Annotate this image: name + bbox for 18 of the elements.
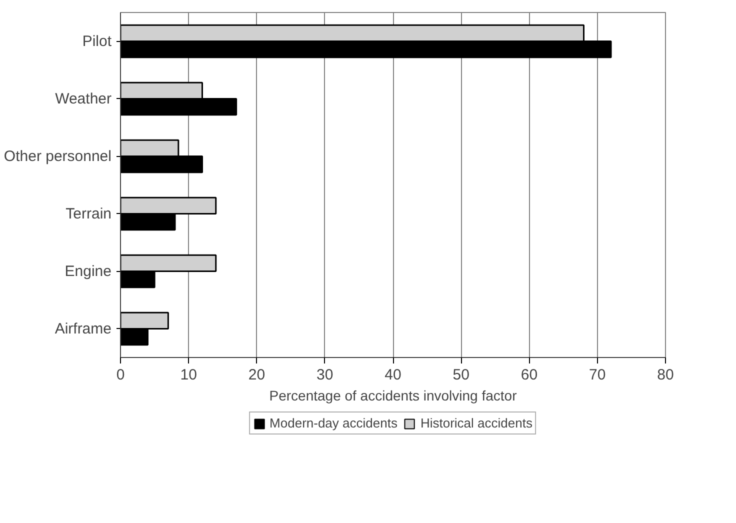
y-tick-label: Other personnel bbox=[4, 148, 112, 165]
x-tick-label: 60 bbox=[520, 366, 538, 384]
x-tick-label: 80 bbox=[657, 366, 674, 384]
x-tick-label: 0 bbox=[116, 366, 125, 384]
y-tick-label: Airframe bbox=[54, 320, 112, 338]
legend-label: Modern-day accidents bbox=[270, 416, 398, 430]
y-tick-label: Terrain bbox=[66, 205, 112, 222]
x-axis-title: Percentage of accidents involving factor bbox=[269, 388, 518, 404]
x-tick-label: 40 bbox=[384, 366, 402, 384]
y-tick-label: Engine bbox=[64, 262, 112, 280]
y-tick-label: Pilot bbox=[82, 32, 112, 50]
x-tick-label: 70 bbox=[589, 366, 606, 384]
x-tick-label: 20 bbox=[248, 366, 266, 384]
x-tick-label: 10 bbox=[180, 366, 197, 384]
x-tick-label: 30 bbox=[316, 366, 334, 384]
legend-label: Historical accidents bbox=[420, 416, 532, 430]
x-tick-label: 50 bbox=[452, 366, 470, 384]
y-tick-label: Weather bbox=[55, 90, 112, 108]
